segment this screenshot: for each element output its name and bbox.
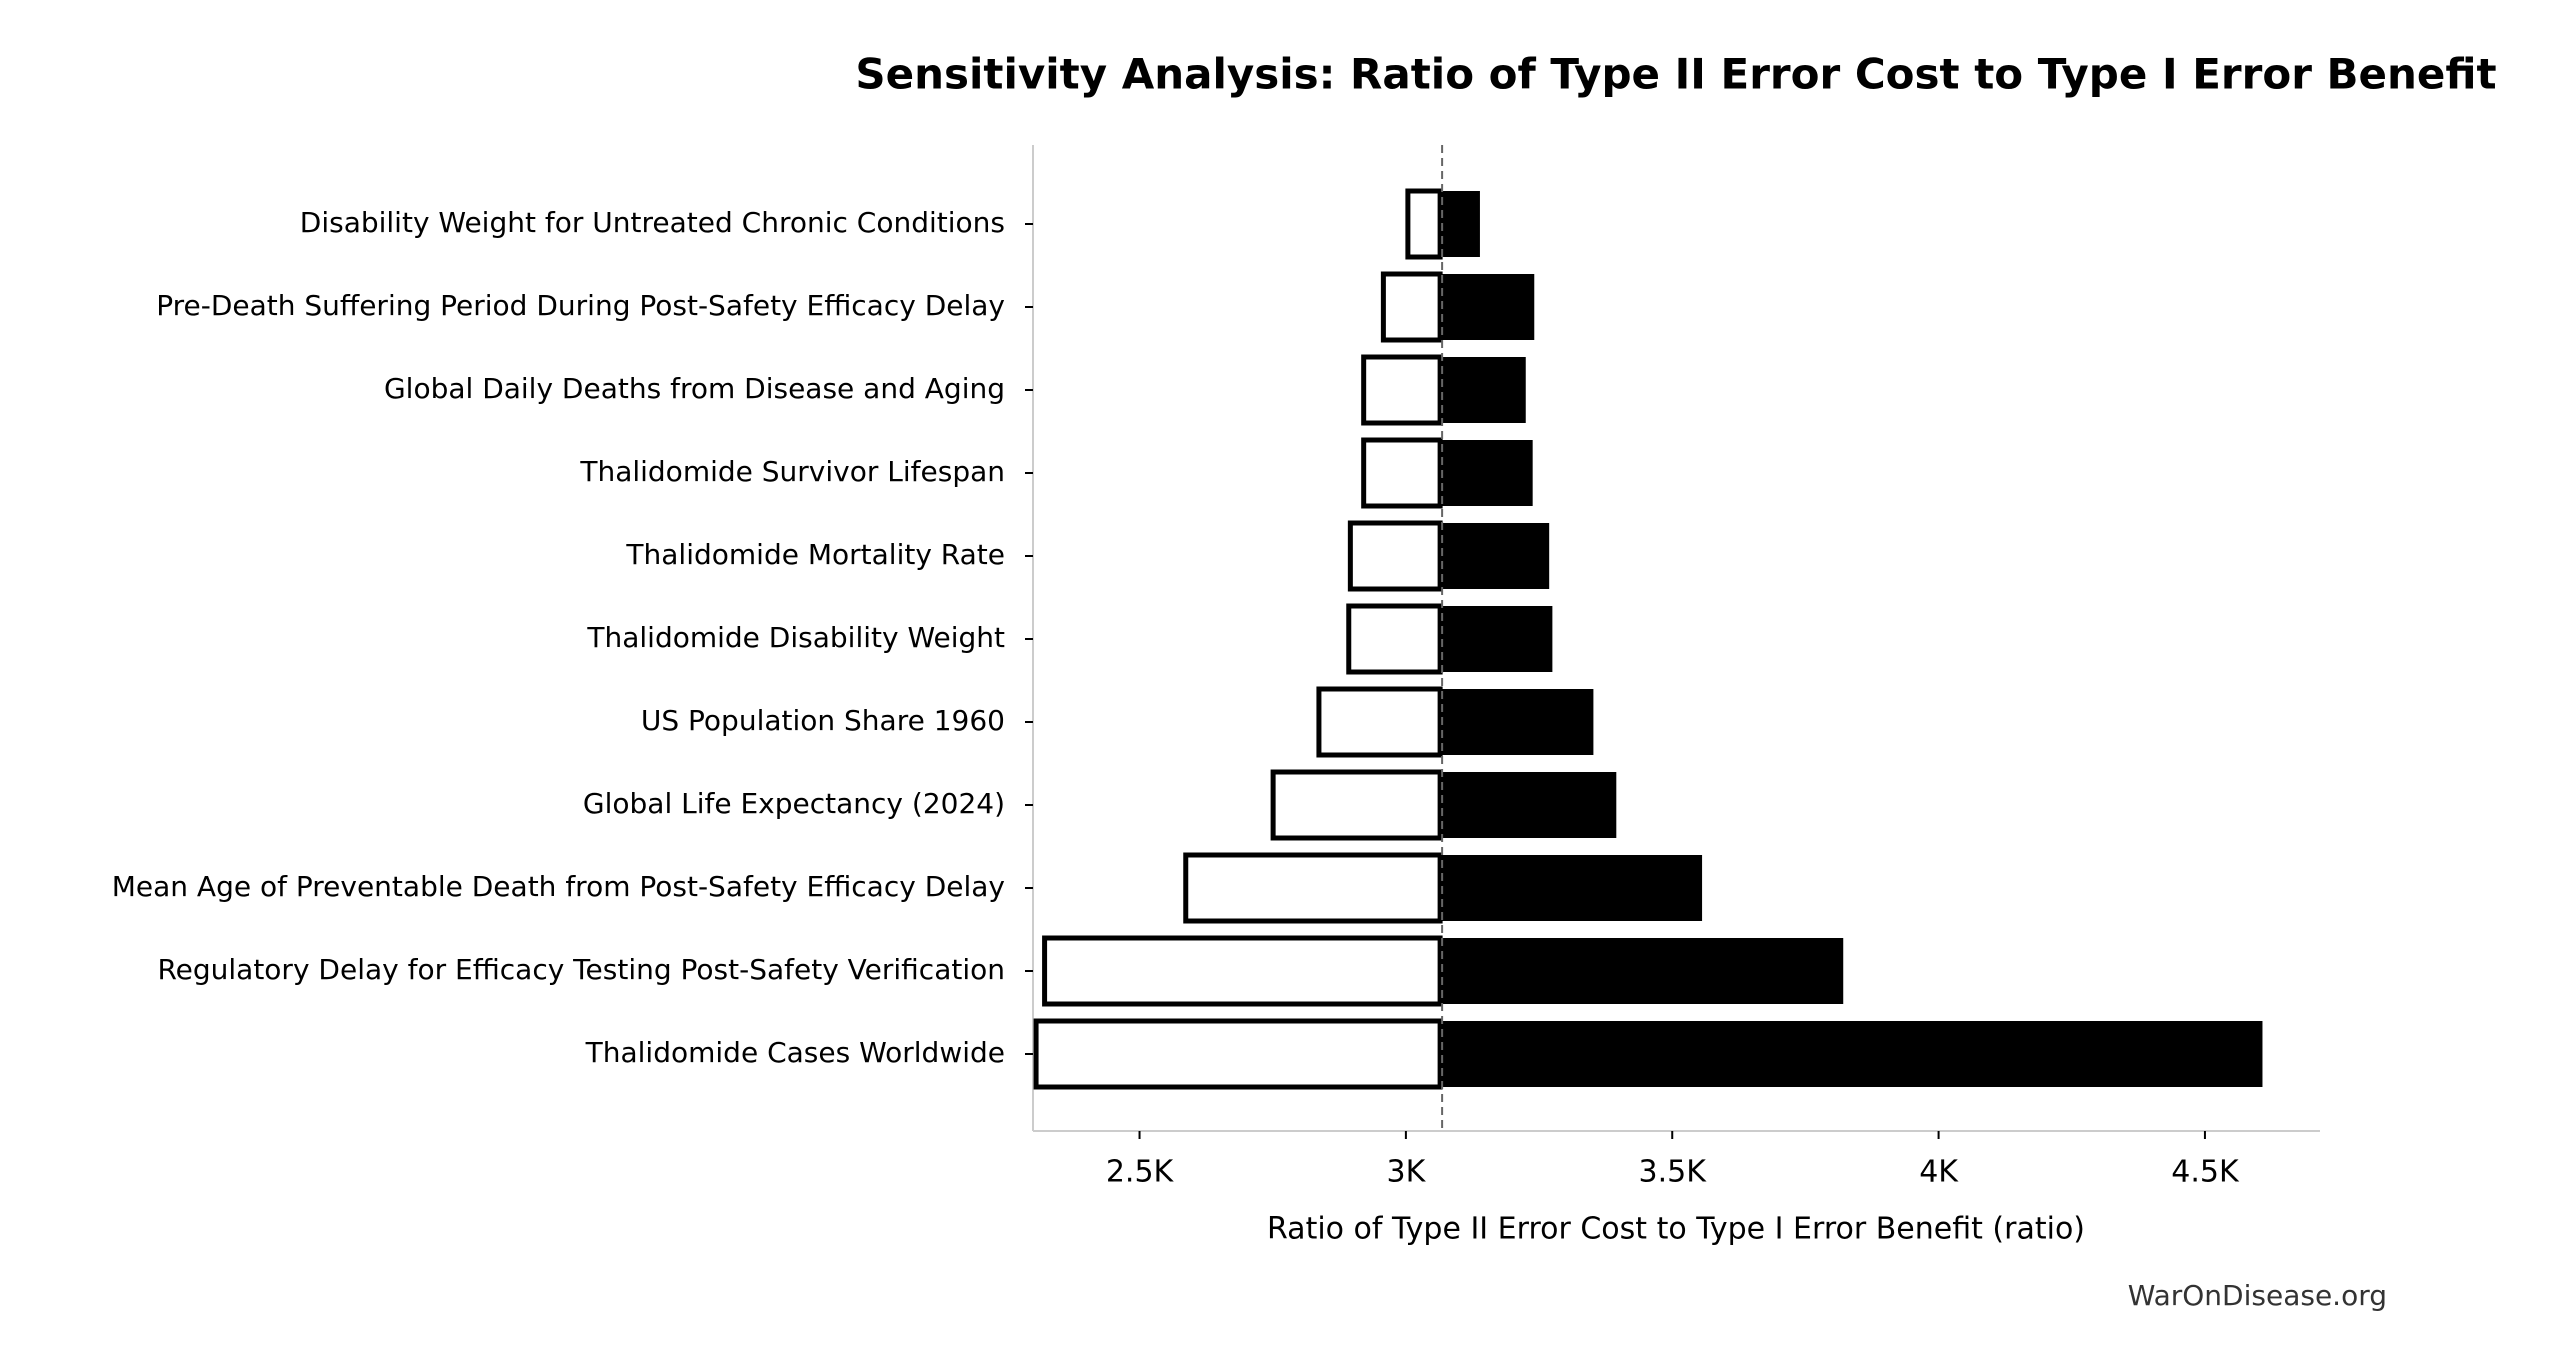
high-bar (1442, 689, 1594, 755)
high-bar (1442, 191, 1480, 257)
x-tick-label: 2.5K (1106, 1155, 1175, 1190)
high-bar (1442, 772, 1617, 838)
y-tick-label: Thalidomide Cases Worldwide (585, 1036, 1005, 1069)
y-tick-label: Global Daily Deaths from Disease and Agi… (384, 372, 1005, 405)
x-tick-label: 3.5K (1639, 1155, 1708, 1190)
low-bar (1405, 188, 1443, 260)
y-tick-label: Mean Age of Preventable Death from Post-… (112, 870, 1005, 903)
x-tick-label: 4K (1919, 1155, 1959, 1190)
chart-title: Sensitivity Analysis: Ratio of Type II E… (855, 50, 2496, 99)
low-bar (1270, 769, 1443, 841)
low-bar (1033, 1018, 1443, 1090)
y-tick-label: US Population Share 1960 (641, 704, 1005, 737)
low-bar (1380, 271, 1443, 343)
y-tick-label: Thalidomide Disability Weight (586, 621, 1005, 654)
low-bar (1042, 935, 1443, 1007)
y-tick-label: Pre-Death Suffering Period During Post-S… (156, 289, 1005, 322)
high-bar (1442, 357, 1526, 423)
y-tick-label: Disability Weight for Untreated Chronic … (300, 206, 1005, 239)
high-bar (1442, 523, 1550, 589)
y-tick-label: Thalidomide Survivor Lifespan (579, 455, 1005, 488)
high-bar (1442, 440, 1533, 506)
high-bar (1442, 855, 1703, 921)
x-tick-label: 4.5K (2171, 1155, 2240, 1190)
x-tick-label: 3K (1387, 1155, 1427, 1190)
low-bar (1361, 437, 1443, 509)
low-bar (1361, 354, 1443, 426)
low-bar (1316, 686, 1443, 758)
high-bar (1442, 606, 1553, 672)
y-tick-label: Thalidomide Mortality Rate (625, 538, 1005, 571)
high-bar (1442, 938, 1844, 1004)
x-axis-label: Ratio of Type II Error Cost to Type I Er… (1267, 1212, 2085, 1247)
low-bar (1346, 603, 1443, 675)
high-bar (1442, 1021, 2263, 1087)
y-tick-label: Regulatory Delay for Efficacy Testing Po… (157, 953, 1005, 986)
y-tick-label: Global Life Expectancy (2024) (583, 787, 1005, 820)
source-note: WarOnDisease.org (2128, 1279, 2387, 1312)
low-bar (1183, 852, 1443, 924)
high-bar (1442, 274, 1535, 340)
low-bar (1347, 520, 1443, 592)
